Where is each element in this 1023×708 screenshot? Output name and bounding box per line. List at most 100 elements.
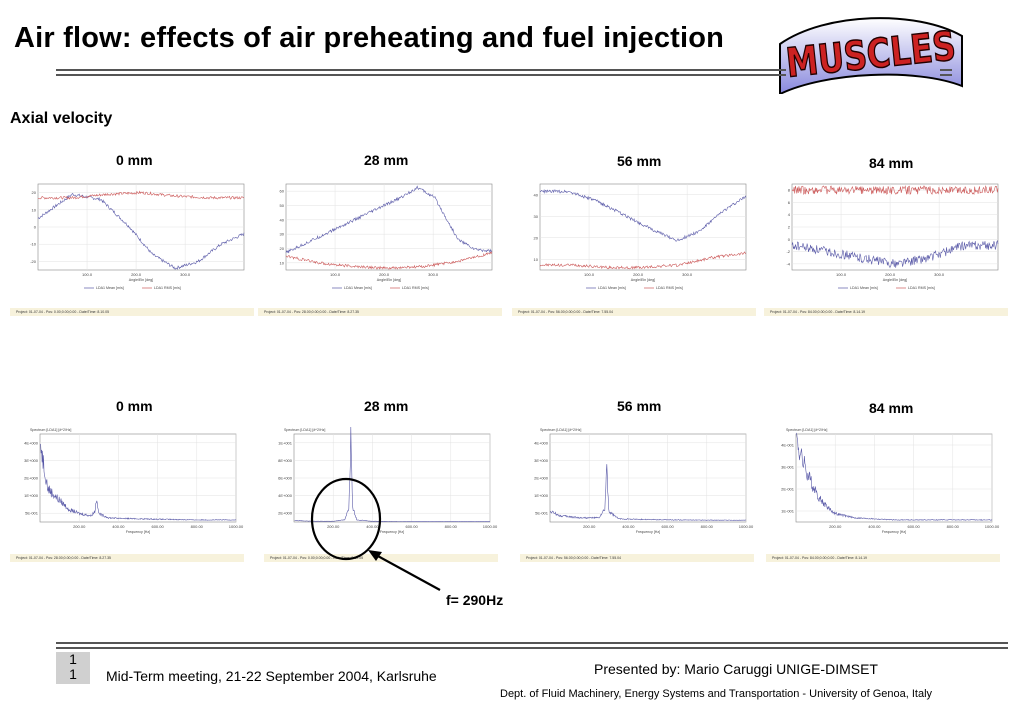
y-tick-label: 2E+000: [24, 476, 39, 481]
slide-title: Air flow: effects of air preheating and …: [14, 22, 725, 54]
logo-banner: [779, 17, 963, 94]
series-line-rms: [37, 190, 245, 200]
series-line-rms: [539, 251, 747, 270]
y-tick-label: 8E+000: [278, 458, 293, 463]
x-tick-label: 1000.00: [739, 524, 754, 529]
legend-label-rms: LDA1 RMS [m/s]: [908, 286, 935, 290]
chart-svg-6: 4E+000 3E+000 2E+000 1E+000 5E-001 200.00 400.…: [534, 428, 754, 534]
annotation-arrow-head: [368, 550, 382, 561]
x-tick-label: 200.0: [633, 272, 644, 277]
time-label-1: 28 mm: [364, 152, 409, 168]
footer-rule-bottom: [56, 647, 1008, 649]
chart-panel-1: 60 50 40 30 20 10 100.0 200.0 300.0 Angle/Ein [de…: [258, 176, 502, 320]
spectrum-label-0: 0 mm: [116, 398, 153, 414]
x-tick-label: 200.0: [131, 272, 142, 277]
x-tick-label: 800.00: [947, 524, 960, 529]
project-info-bar: Project: 01-07-04 - Pos: 28.00;0.00;0.00…: [10, 554, 244, 562]
series-line-spectrum: [40, 443, 237, 521]
spectrum-label-2: 56 mm: [617, 398, 662, 414]
y-tick-label: 6E+000: [278, 476, 293, 481]
y-tick-label: -2: [786, 249, 790, 254]
y-tick-label: 10: [534, 257, 539, 262]
y-tick-label: 5E-001: [25, 511, 39, 516]
legend-label-mean: LDA1 Mean [m/s]: [598, 286, 626, 290]
x-tick-label: 1000.00: [985, 524, 1000, 529]
footer-meeting: Mid-Term meeting, 21-22 September 2004, …: [106, 668, 437, 684]
time-label-2: 56 mm: [617, 153, 662, 169]
legend-label-rms: LDA1 RMS [m/s]: [402, 286, 429, 290]
y-axis-label: Spectrum [LDA1] [#^2/Hz]: [284, 428, 325, 432]
y-tick-label: 2E+000: [534, 476, 549, 481]
time-label-0: 0 mm: [116, 152, 153, 168]
y-tick-label: 3E+000: [534, 458, 549, 463]
chart-panel-3: 8 6 4 2 0 -2 -4 100.0 200.0 300.0 Angle/Ein [deg] L…: [764, 176, 1008, 320]
y-tick-label: 1E+001: [278, 440, 293, 445]
header-rule-bottom-right: [940, 74, 952, 76]
y-tick-label: 50: [280, 203, 285, 208]
x-tick-label: 1000.00: [229, 524, 244, 529]
y-tick-label: 5E-001: [535, 511, 549, 516]
chart-panel-2: 40 30 20 10 100.0 200.0 300.0 Angle/Ein [deg] LD…: [512, 176, 756, 320]
x-tick-label: 400.00: [366, 524, 379, 529]
y-tick-label: 3E-001: [781, 465, 795, 470]
x-tick-label: 1000.00: [483, 524, 498, 529]
y-tick-label: 2E-001: [781, 487, 795, 492]
y-tick-label: 3E+000: [24, 458, 39, 463]
legend-label-mean: LDA1 Mean [m/s]: [96, 286, 124, 290]
x-axis-label: Angle/Ein [deg]: [883, 278, 907, 282]
series-line-rms: [285, 251, 493, 270]
series-line-spectrum: [796, 432, 993, 521]
x-tick-label: 200.00: [73, 524, 86, 529]
header-rule-top-right: [940, 69, 952, 71]
y-tick-label: 10: [32, 207, 37, 212]
x-tick-label: 100.0: [836, 272, 847, 277]
header-rule-bottom: [56, 74, 786, 76]
chart-svg-5: 1E+001 8E+000 6E+000 4E+000 2E+000 200.00 400.…: [278, 426, 498, 534]
legend-label-mean: LDA1 Mean [m/s]: [344, 286, 372, 290]
legend-label-rms: LDA1 RMS [m/s]: [656, 286, 683, 290]
annotation-arrow-line: [375, 554, 441, 591]
y-tick-label: 0: [34, 225, 37, 230]
chart-panel-7: 4E-001 3E-001 2E-001 1E-001 200.00 400.00 600.…: [766, 424, 1000, 566]
series-line-mean: [539, 188, 747, 242]
y-tick-label: -10: [30, 242, 37, 247]
y-tick-label: 1E+000: [24, 493, 39, 498]
x-tick-label: 400.00: [112, 524, 125, 529]
x-axis-label: Angle/Ein [deg]: [631, 278, 655, 282]
project-info-bar: Project: 01-07-04 - Pos: 0.00;0.00;0.00 …: [10, 308, 254, 316]
x-tick-label: 300.0: [682, 272, 693, 277]
x-tick-label: 300.0: [934, 272, 945, 277]
x-tick-label: 600.00: [405, 524, 418, 529]
series-line-spectrum: [550, 464, 747, 521]
series-line-mean: [37, 193, 245, 270]
series-line-rms: [791, 185, 999, 196]
y-tick-label: 40: [534, 192, 539, 197]
project-info-bar: Project: 01-07-04 - Pos: 84.00;0.00;0.00…: [766, 554, 1000, 562]
y-tick-label: 30: [280, 232, 285, 237]
y-tick-label: 40: [280, 217, 285, 222]
x-tick-label: 800.00: [701, 524, 714, 529]
project-info-bar: Project: 01-07-04 - Pos: 56.00;0.00;0.00…: [520, 554, 754, 562]
x-tick-label: 400.00: [868, 524, 881, 529]
y-axis-label: Spectrum [LDA1] [#^2/Hz]: [786, 428, 827, 432]
x-axis-label: Frequency [Hz]: [636, 530, 660, 534]
x-axis-label: Frequency [Hz]: [126, 530, 150, 534]
series-line-spectrum: [294, 426, 490, 523]
y-tick-label: 20: [280, 246, 285, 251]
legend-label-mean: LDA1 Mean [m/s]: [850, 286, 878, 290]
section-label: Axial velocity: [10, 110, 113, 127]
x-axis-label: Angle/Ein [deg]: [129, 278, 153, 282]
y-tick-label: -4: [786, 261, 790, 266]
x-tick-label: 300.0: [428, 272, 439, 277]
chart-panel-4: 4E+000 3E+000 2E+000 1E+000 5E-001 200.00 400.…: [10, 424, 244, 566]
y-tick-label: 60: [280, 189, 285, 194]
y-tick-label: 30: [534, 214, 539, 219]
chart-svg-1: 60 50 40 30 20 10 100.0 200.0 300.0 Angle/Ein [de…: [280, 183, 493, 290]
annotation-label: f= 290Hz: [446, 592, 504, 608]
header-rule-top: [56, 69, 786, 71]
x-axis-label: Frequency [Hz]: [380, 530, 404, 534]
footer-department: Dept. of Fluid Machinery, Energy Systems…: [500, 688, 933, 700]
x-tick-label: 300.0: [180, 272, 191, 277]
x-tick-label: 200.00: [327, 524, 340, 529]
